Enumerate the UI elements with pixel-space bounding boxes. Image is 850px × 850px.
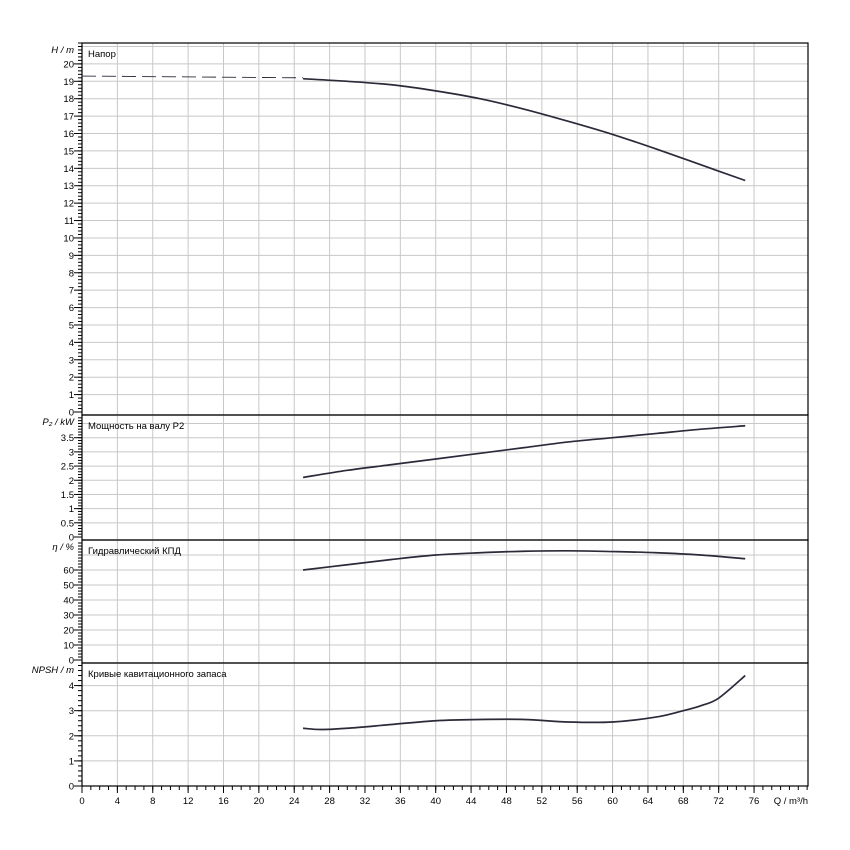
y-tick-label: 17 (63, 112, 74, 123)
x-tick-label: 44 (466, 796, 477, 807)
y-tick-label: 0 (69, 533, 74, 544)
y-tick-label: 20 (63, 59, 74, 70)
x-tick-label: 64 (643, 796, 654, 807)
y-tick-label: 7 (69, 286, 74, 297)
series-P2 (302, 424, 746, 479)
y-axis-label: η / % (52, 542, 74, 553)
y-tick-label: 3.5 (61, 433, 74, 444)
y-tick-label: 15 (63, 146, 74, 157)
x-tick-label: 0 (79, 796, 84, 807)
x-tick-label: 72 (713, 796, 724, 807)
y-tick-label: 4 (69, 338, 74, 349)
x-tick-label: 56 (572, 796, 583, 807)
y-axis-label: P₂ / kW (42, 417, 75, 428)
y-tick-label: 18 (63, 94, 74, 105)
y-tick-label: 60 (63, 566, 74, 577)
panel-2: 0 10 20 30 40 50 60 η / % Гидравлический КПД (52, 539, 809, 667)
x-tick-label: 40 (430, 796, 441, 807)
y-tick-label: 0 (69, 782, 74, 793)
y-tick-label: 0 (69, 408, 74, 419)
y-tick-label: 19 (63, 77, 74, 88)
y-axis-label: NPSH / m (32, 665, 74, 676)
panel-title: Мощность на валу P2 (88, 421, 184, 432)
x-tick-label: 28 (324, 796, 335, 807)
y-tick-label: 2.5 (61, 462, 74, 473)
panel-title: Гидравлический КПД (88, 546, 181, 557)
y-tick-label: 2 (69, 476, 74, 487)
y-tick-label: 20 (63, 626, 74, 637)
y-tick-label: 10 (63, 233, 74, 244)
y-tick-label: 1 (69, 504, 74, 515)
x-tick-label: 32 (360, 796, 371, 807)
x-tick-label: 36 (395, 796, 406, 807)
y-tick-label: 50 (63, 581, 74, 592)
y-tick-label: 0 (69, 656, 74, 667)
y-tick-label: 13 (63, 181, 74, 192)
x-tick-label: 16 (218, 796, 229, 807)
y-tick-label: 10 (63, 641, 74, 652)
y-tick-label: 1 (69, 390, 74, 401)
panel-title: Кривые кавитационного запаса (88, 669, 227, 680)
x-tick-label: 12 (183, 796, 194, 807)
y-tick-label: 14 (63, 164, 74, 175)
x-tick-label: 48 (501, 796, 512, 807)
x-tick-label: 76 (749, 796, 760, 807)
y-tick-label: 1 (69, 756, 74, 767)
series-H-extension (81, 75, 304, 79)
y-tick-label: 40 (63, 596, 74, 607)
y-tick-label: 5 (69, 320, 74, 331)
y-tick-label: 3 (69, 355, 74, 366)
panel-frame (81, 662, 809, 787)
y-tick-label: 3 (69, 706, 74, 717)
y-tick-label: 16 (63, 129, 74, 140)
y-tick-label: 4 (69, 681, 74, 692)
y-tick-label: 2 (69, 373, 74, 384)
x-axis: 0 4 8 12 16 20 24 28 32 36 40 44 48 52 56 60 64 68 72 76 Q /… (79, 786, 808, 807)
y-axis-label: H / m (51, 45, 74, 56)
y-tick-label: 3 (69, 447, 74, 458)
x-tick-label: 24 (289, 796, 300, 807)
y-tick-label: 2 (69, 731, 74, 742)
x-tick-label: 52 (537, 796, 548, 807)
x-tick-label: 8 (150, 796, 155, 807)
series-H (303, 77, 746, 182)
y-tick-label: 12 (63, 199, 74, 210)
y-tick-label: 0.5 (61, 518, 74, 529)
panel-1: 0 0.5 1 1.5 2 2.5 3 3.5 P₂ / kW Мощность на валу … (42, 414, 809, 544)
x-tick-label: 68 (678, 796, 689, 807)
y-tick-label: 30 (63, 611, 74, 622)
y-tick-label: 11 (64, 216, 74, 227)
x-tick-label: 20 (254, 796, 265, 807)
panel-frame (81, 414, 809, 541)
x-tick-label: 60 (607, 796, 618, 807)
y-tick-label: 8 (69, 268, 74, 279)
panel-title: Напор (88, 49, 116, 60)
series-NPSH (303, 674, 746, 731)
y-tick-label: 9 (69, 251, 74, 262)
x-tick-label: 4 (115, 796, 120, 807)
x-axis-label: Q / m³/h (774, 796, 808, 807)
y-tick-label: 6 (69, 303, 74, 314)
panel-3: 0 1 2 3 4 NPSH / m Кривые кавитационного запас… (32, 662, 809, 793)
y-tick-label: 1.5 (61, 490, 74, 501)
series-eta (302, 549, 746, 571)
